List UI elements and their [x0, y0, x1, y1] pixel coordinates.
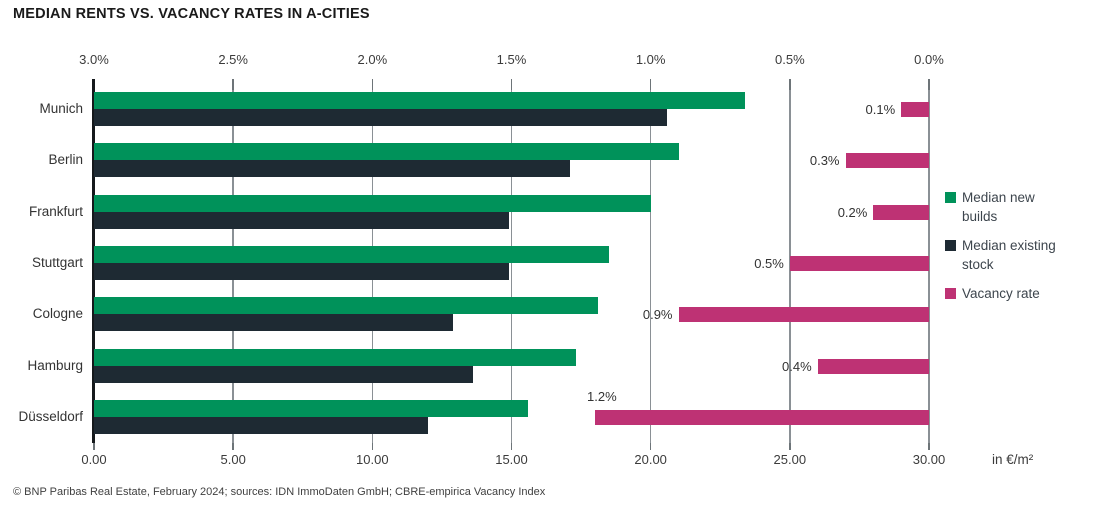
vacancy-value-label: 0.1% [865, 102, 896, 117]
bottom-axis-tick [93, 443, 95, 450]
bar-median-new-builds [94, 399, 529, 417]
bottom-axis-tick [510, 443, 513, 450]
bar-median-existing-stock [94, 109, 668, 126]
bar-median-existing-stock [94, 365, 473, 383]
top-axis-tick-label: 0.0% [914, 52, 944, 67]
category-label: Düsseldorf [18, 408, 83, 424]
bottom-axis-tick-label: 20.00 [634, 452, 667, 467]
legend-swatch-pink-icon [945, 288, 956, 299]
gridline [649, 90, 652, 443]
category-label: Stuttgart [31, 254, 83, 270]
vacancy-value-label: 0.9% [642, 307, 673, 323]
chart-legend: Median new builds Median existing stock … [945, 188, 1080, 303]
category-label: Frankfurt [28, 203, 83, 219]
vacancy-value-label: 0.4% [782, 358, 812, 374]
vacancy-value-label: 0.2% [837, 204, 868, 220]
bar-median-existing-stock [94, 262, 509, 280]
bar-median-existing-stock [94, 211, 509, 229]
vacancy-value-label: 0.5% [754, 255, 784, 271]
bar-vacancy-rate [901, 102, 929, 117]
vacancy-value-label: 1.2% [587, 388, 617, 404]
category-label: Cologne [32, 306, 83, 322]
legend-swatch-navy-icon [945, 240, 956, 251]
legend-swatch-green-icon [945, 192, 956, 203]
top-axis-tick [371, 79, 374, 90]
bottom-axis-tick [789, 443, 791, 450]
legend-label: Median new builds [962, 190, 1035, 224]
bar-median-new-builds [94, 297, 598, 315]
bar-median-new-builds [94, 92, 746, 109]
bottom-axis-tick [649, 443, 652, 450]
legend-item-new-builds: Median new builds [945, 188, 1080, 226]
top-axis-tick-label: 3.0% [79, 52, 109, 67]
bar-vacancy-rate [789, 255, 929, 271]
legend-item-vacancy-rate: Vacancy rate [945, 284, 1080, 303]
gridline [928, 90, 930, 443]
top-axis-tick [928, 79, 930, 90]
bar-vacancy-rate [595, 409, 929, 425]
bar-vacancy-rate [817, 358, 929, 374]
bar-vacancy-rate [873, 204, 929, 220]
top-axis-tick [649, 79, 652, 90]
category-label: Berlin [48, 152, 83, 168]
top-axis-tick [232, 79, 234, 90]
bottom-axis-tick [232, 443, 234, 450]
top-axis-tick-label: 1.5% [496, 52, 527, 67]
bar-median-new-builds [94, 143, 679, 161]
source-attribution: © BNP Paribas Real Estate, February 2024… [13, 486, 546, 498]
bottom-axis-tick-label: 15.00 [495, 452, 528, 467]
chart-title: MEDIAN RENTS VS. VACANCY RATES IN A-CITI… [13, 6, 370, 22]
bottom-axis-tick-label: 0.00 [81, 452, 107, 467]
bottom-axis-tick-label: 25.00 [773, 452, 807, 467]
category-label: Hamburg [27, 357, 83, 373]
bar-median-new-builds [94, 245, 609, 263]
axis-unit-label: in €/m² [992, 452, 1034, 467]
top-axis-tick [789, 79, 791, 90]
bottom-axis-tick-label: 30.00 [912, 452, 946, 467]
bar-median-existing-stock [94, 160, 570, 178]
bar-median-new-builds [94, 348, 576, 366]
bottom-axis-tick-label: 10.00 [356, 452, 389, 467]
gridline [510, 90, 513, 443]
top-axis-tick-label: 0.5% [775, 52, 805, 67]
bar-vacancy-rate [678, 307, 929, 323]
top-axis-tick-label: 1.0% [635, 52, 666, 67]
top-axis-tick [510, 79, 513, 90]
top-axis-tick-label: 2.5% [218, 52, 248, 67]
legend-label: Vacancy rate [962, 286, 1040, 301]
bar-median-existing-stock [94, 314, 454, 332]
bar-vacancy-rate [845, 153, 929, 169]
legend-label: Median existing stock [962, 238, 1056, 272]
value-axis-line [91, 79, 95, 443]
vacancy-value-label: 0.3% [809, 153, 840, 169]
legend-item-existing-stock: Median existing stock [945, 236, 1080, 274]
bottom-axis-tick-label: 5.00 [220, 452, 246, 467]
bar-median-existing-stock [94, 416, 428, 434]
top-axis-tick-label: 2.0% [357, 52, 388, 67]
bottom-axis-tick [928, 443, 930, 450]
category-label: Munich [39, 101, 83, 116]
bottom-axis-tick [371, 443, 374, 450]
bar-median-new-builds [94, 194, 651, 212]
